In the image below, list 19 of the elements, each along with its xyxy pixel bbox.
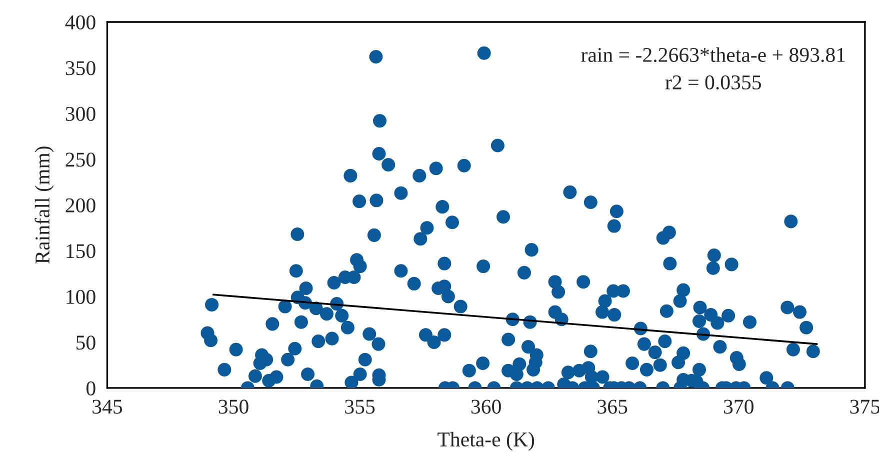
y-tick-label: 400 bbox=[65, 15, 96, 30]
y-tick-label: 100 bbox=[66, 290, 96, 304]
y-tick-label: 0 bbox=[86, 381, 96, 396]
annotation: rain = -2.2663*theta-e + 893.81 bbox=[581, 47, 845, 62]
y-tick-label: 50 bbox=[76, 336, 96, 350]
x-tick-label: 345 bbox=[92, 400, 122, 414]
y-tick-label: 300 bbox=[66, 106, 96, 121]
annotation: r2 = 0.0355 bbox=[665, 75, 761, 90]
x-tick-label: 365 bbox=[598, 400, 628, 414]
x-tick-label: 360 bbox=[471, 400, 501, 414]
y-tick-label: 200 bbox=[66, 198, 96, 212]
x-tick-label: 355 bbox=[345, 400, 375, 414]
x-tick-label: 370 bbox=[724, 400, 754, 414]
x-axis-title: Theta-e (K) bbox=[438, 432, 534, 451]
x-tick-label: 350 bbox=[218, 400, 248, 414]
y-tick-label: 250 bbox=[66, 152, 96, 167]
y-tick-label: 350 bbox=[66, 61, 96, 76]
y-tick-label: 150 bbox=[66, 244, 96, 258]
y-axis-title: Rainfall (mm) bbox=[34, 146, 54, 264]
